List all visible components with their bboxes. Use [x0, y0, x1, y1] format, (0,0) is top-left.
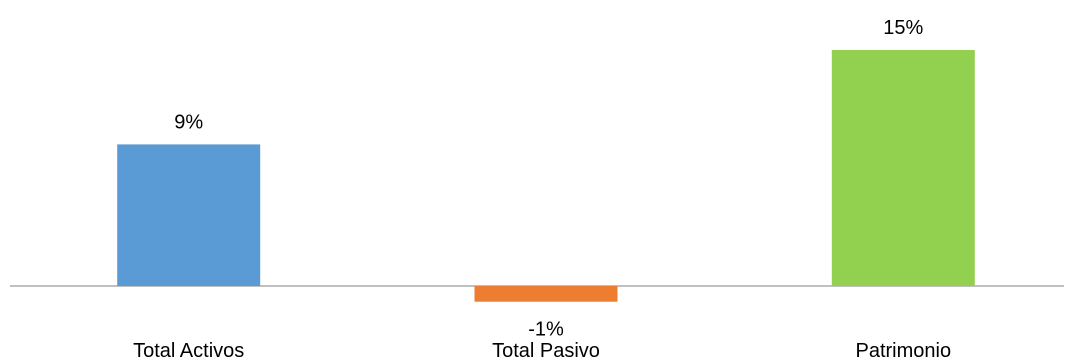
data-label-total-activos: 9% — [174, 111, 203, 133]
bar-total-activos — [117, 144, 261, 286]
category-label-patrimonio: Patrimonio — [855, 340, 951, 362]
data-label-patrimonio: 15% — [883, 17, 923, 39]
data-label-total-pasivo: -1% — [528, 319, 564, 341]
bar-total-pasivo — [474, 286, 618, 302]
bars-group — [117, 50, 975, 302]
bar-patrimonio — [831, 50, 975, 286]
category-label-total-activos: Total Activos — [133, 340, 244, 362]
value-labels-group: 9% -1% 15% — [174, 17, 923, 341]
category-label-total-pasivo: Total Pasivo — [492, 340, 600, 362]
category-labels-group: Total Activos Total Pasivo Patrimonio — [133, 340, 951, 362]
